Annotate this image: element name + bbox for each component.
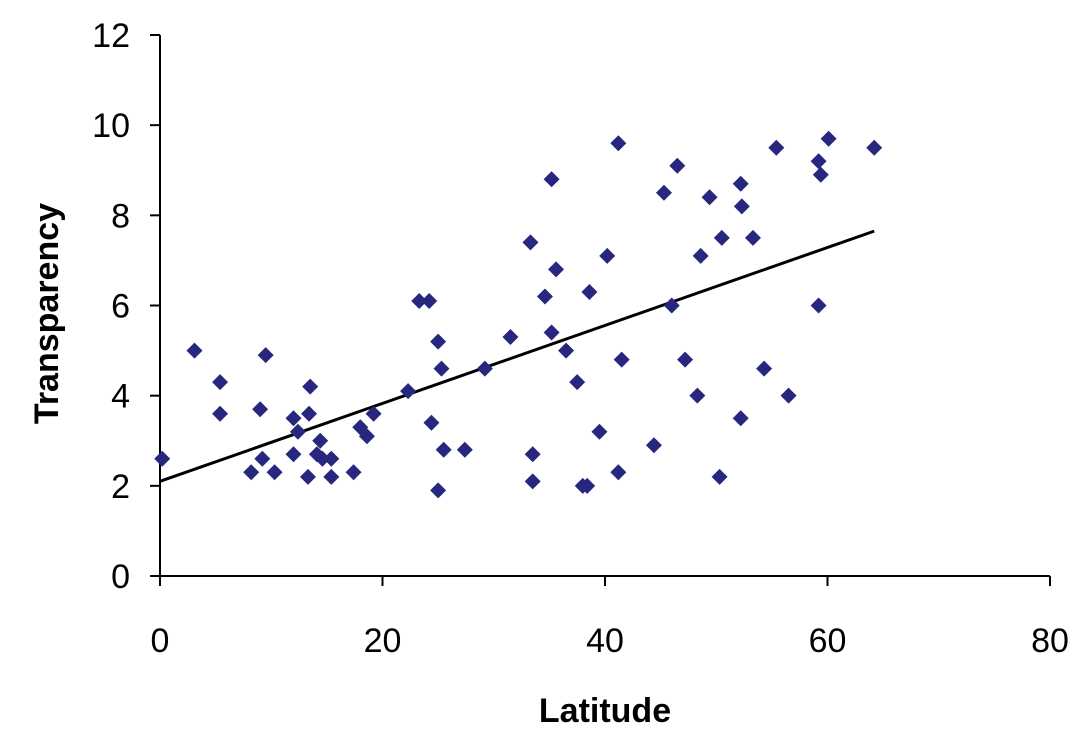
data-point [421, 292, 438, 309]
data-point [780, 387, 797, 404]
y-tick-label: 10 [92, 107, 130, 145]
data-point [536, 288, 553, 305]
data-point [558, 342, 575, 359]
data-point [435, 441, 452, 458]
data-point [257, 347, 274, 364]
data-point [711, 468, 728, 485]
data-point [430, 333, 447, 350]
trendline [159, 229, 875, 483]
axes [150, 34, 1051, 586]
data-point [610, 464, 627, 481]
data-point [669, 157, 686, 174]
data-point [302, 378, 319, 395]
data-point [266, 464, 283, 481]
data-point [810, 297, 827, 314]
data-point [655, 184, 672, 201]
data-point [713, 229, 730, 246]
tick-labels: 0 2 4 6 8 10 12 0 20 40 60 80 [92, 17, 1069, 660]
data-point [756, 360, 773, 377]
data-point [610, 135, 627, 152]
data-point [456, 441, 473, 458]
data-point [212, 374, 229, 391]
x-axis-title: Latitude [539, 692, 671, 730]
y-tick-label: 0 [111, 558, 130, 596]
y-tick-label: 4 [111, 378, 130, 416]
data-point [692, 247, 709, 264]
data-point [613, 351, 630, 368]
data-point [254, 450, 271, 467]
data-point [569, 374, 586, 391]
data-point [524, 446, 541, 463]
data-point [285, 446, 302, 463]
x-tick-label: 40 [586, 622, 624, 660]
data-point [733, 198, 750, 215]
data-point [866, 139, 883, 156]
data-point [732, 175, 749, 192]
data-point [212, 405, 229, 422]
data-point [243, 464, 260, 481]
data-point [663, 297, 680, 314]
data-point [581, 283, 598, 300]
data-point [645, 437, 662, 454]
data-point [299, 468, 316, 485]
data-point [400, 383, 417, 400]
y-tick-label: 8 [111, 197, 130, 235]
x-tick-label: 60 [809, 622, 847, 660]
y-tick-label: 6 [111, 288, 130, 326]
data-point [768, 139, 785, 156]
data-point [312, 432, 329, 449]
data-point [423, 414, 440, 431]
x-tick-label: 0 [151, 622, 170, 660]
data-point [252, 401, 269, 418]
data-point [591, 423, 608, 440]
data-point [543, 171, 560, 188]
data-point [430, 482, 447, 499]
data-point [502, 329, 519, 346]
data-point [289, 423, 306, 440]
data-point [433, 360, 450, 377]
data-points [154, 130, 883, 499]
data-point [323, 450, 340, 467]
data-point [154, 450, 171, 467]
x-tick-label: 20 [364, 622, 402, 660]
data-point [476, 360, 493, 377]
data-point [812, 166, 829, 183]
data-point [314, 450, 331, 467]
trendline-group [159, 229, 875, 483]
y-axis-title: Transparency [28, 203, 66, 424]
data-point [810, 153, 827, 170]
data-point [365, 405, 382, 422]
x-tick-label: 80 [1031, 622, 1069, 660]
data-point [579, 477, 596, 494]
data-point [411, 292, 428, 309]
data-point [701, 189, 718, 206]
data-point [524, 473, 541, 490]
data-point [285, 410, 302, 427]
data-point [522, 234, 539, 251]
data-point [548, 261, 565, 278]
data-point [301, 405, 318, 422]
y-tick-label: 2 [111, 468, 130, 506]
data-point [677, 351, 694, 368]
data-point [323, 468, 340, 485]
data-point [732, 410, 749, 427]
data-point [543, 324, 560, 341]
data-point [186, 342, 203, 359]
data-point [345, 464, 362, 481]
data-point [744, 229, 761, 246]
data-point [599, 247, 616, 264]
data-point [689, 387, 706, 404]
data-point [358, 428, 375, 445]
data-point [820, 130, 837, 147]
y-tick-label: 12 [92, 17, 130, 55]
